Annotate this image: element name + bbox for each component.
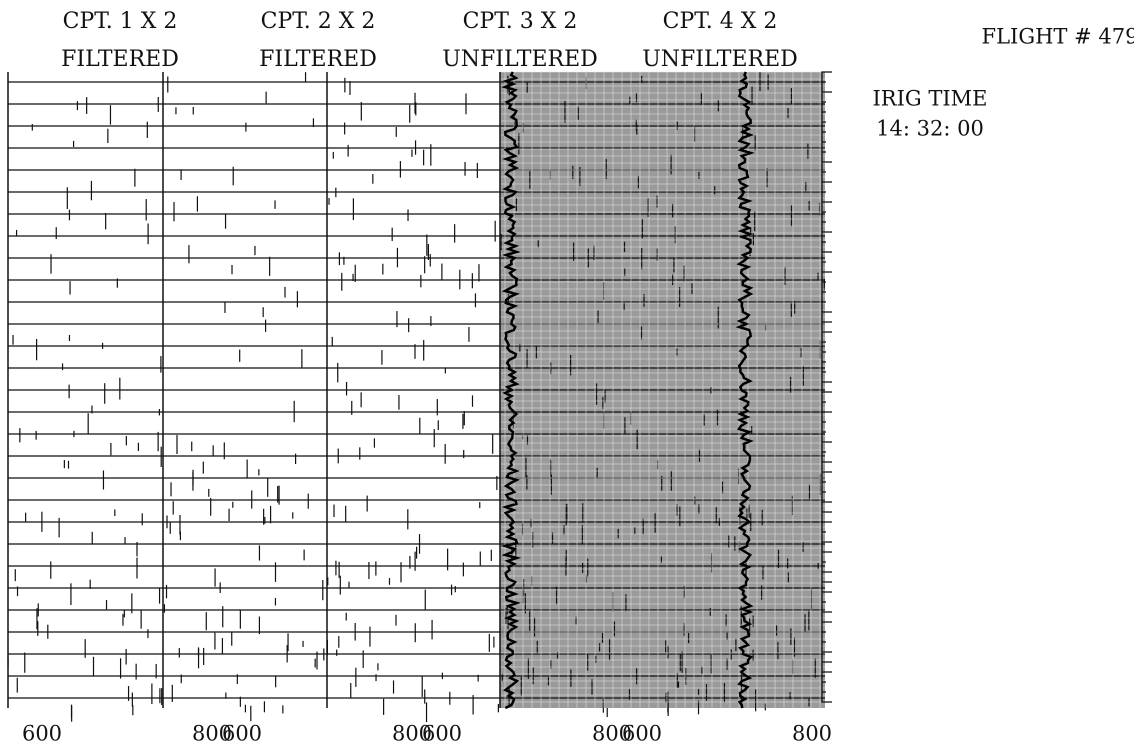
- panel-subtitle: FILTERED: [259, 47, 377, 72]
- axis-label: 800: [792, 722, 832, 746]
- axis-label: 600: [222, 722, 262, 746]
- noise-trace: [500, 71, 522, 710]
- irig-label: IRIG TIME: [873, 87, 988, 111]
- axis-label: 600: [422, 722, 462, 746]
- axis-label: 600: [622, 722, 662, 746]
- panel-subtitle: UNFILTERED: [442, 47, 598, 72]
- axis-label: 800: [592, 722, 632, 746]
- noise-trace: [735, 71, 755, 709]
- panel-title: CPT. 4 X 2: [663, 9, 778, 34]
- timing-strip: [821, 71, 832, 703]
- axis-label: 600: [22, 722, 62, 746]
- flight-number: FLIGHT # 479: [982, 25, 1134, 49]
- axis-label: 800: [192, 722, 232, 746]
- panel-subtitle: UNFILTERED: [642, 47, 798, 72]
- record-traces: [7, 71, 832, 723]
- panel-subtitle: FILTERED: [61, 47, 179, 72]
- axis-label: 800: [392, 722, 432, 746]
- panel-title: CPT. 1 X 2: [63, 9, 178, 34]
- irig-time: 14: 32: 00: [876, 117, 984, 141]
- panel-title: CPT. 3 X 2: [463, 9, 578, 34]
- panel-title: CPT. 2 X 2: [261, 9, 376, 34]
